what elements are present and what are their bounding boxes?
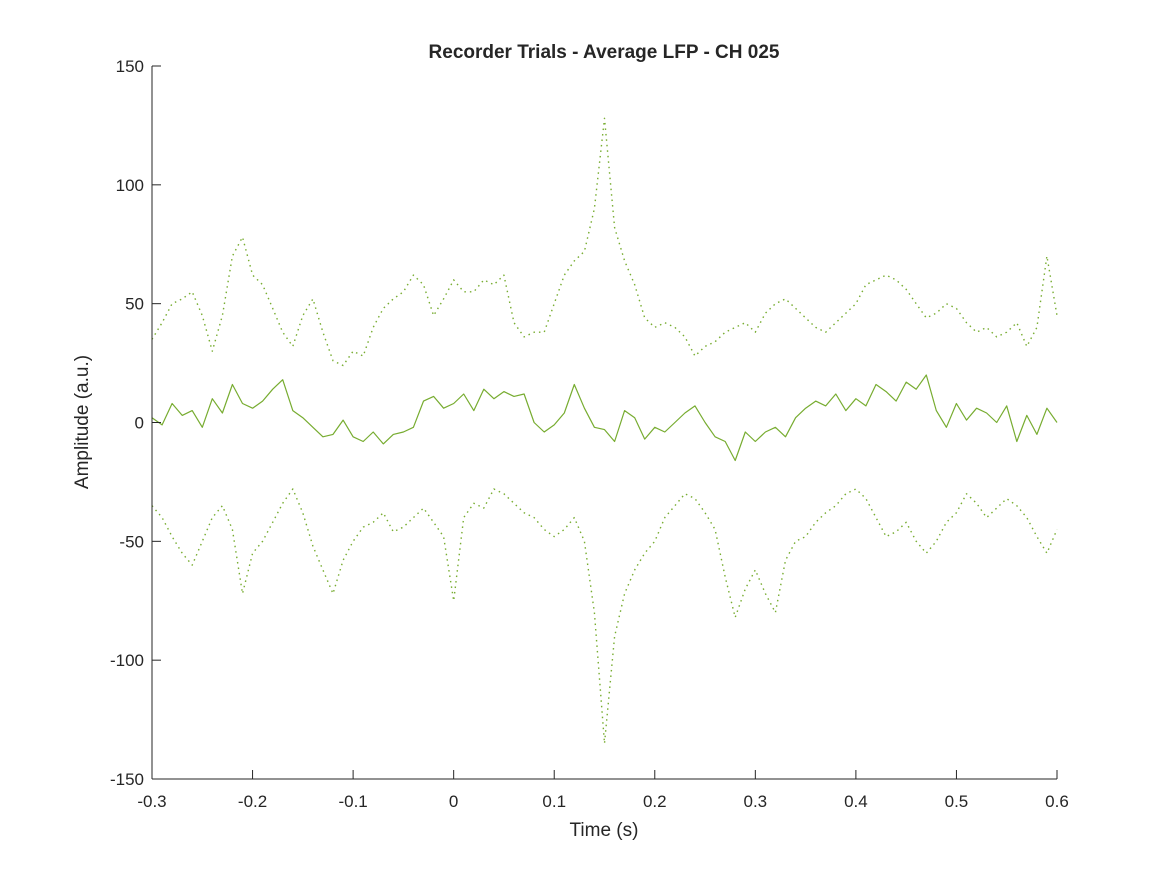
axes <box>151 66 1057 780</box>
y-axis-label: Amplitude (a.u.) <box>72 355 93 489</box>
average-lfp-line <box>151 374 1058 462</box>
x-tick-label: 0.2 <box>643 792 667 811</box>
x-tick-label: -0.3 <box>137 792 166 811</box>
y-tick-label: 100 <box>116 176 144 195</box>
x-tick-label: 0.3 <box>744 792 768 811</box>
x-axis-label: Time (s) <box>570 820 639 841</box>
y-tick-label: 0 <box>135 414 144 433</box>
x-ticks: -0.3 -0.2 -0.1 0 0.1 0.2 0.3 0.4 0.5 0.6 <box>137 770 1069 811</box>
y-ticks: -150 -100 -50 0 50 100 150 <box>110 57 161 789</box>
y-tick-label: -100 <box>110 651 144 670</box>
x-tick-label: 0.6 <box>1045 792 1069 811</box>
x-tick-label: 0.4 <box>844 792 868 811</box>
plot-lines <box>151 117 1058 745</box>
x-tick-label: 0 <box>449 792 458 811</box>
y-tick-label: -50 <box>119 532 144 551</box>
x-tick-label: -0.2 <box>238 792 267 811</box>
dotted-bound-line-2 <box>151 488 1058 745</box>
chart-title: Recorder Trials - Average LFP - CH 025 <box>429 42 780 63</box>
x-tick-label: 0.5 <box>945 792 969 811</box>
y-tick-label: 150 <box>116 57 144 76</box>
y-tick-label: 50 <box>125 295 144 314</box>
dotted-bound-line-1 <box>151 117 1058 367</box>
x-tick-label: -0.1 <box>338 792 367 811</box>
y-tick-label: -150 <box>110 770 144 789</box>
x-tick-label: 0.1 <box>542 792 566 811</box>
